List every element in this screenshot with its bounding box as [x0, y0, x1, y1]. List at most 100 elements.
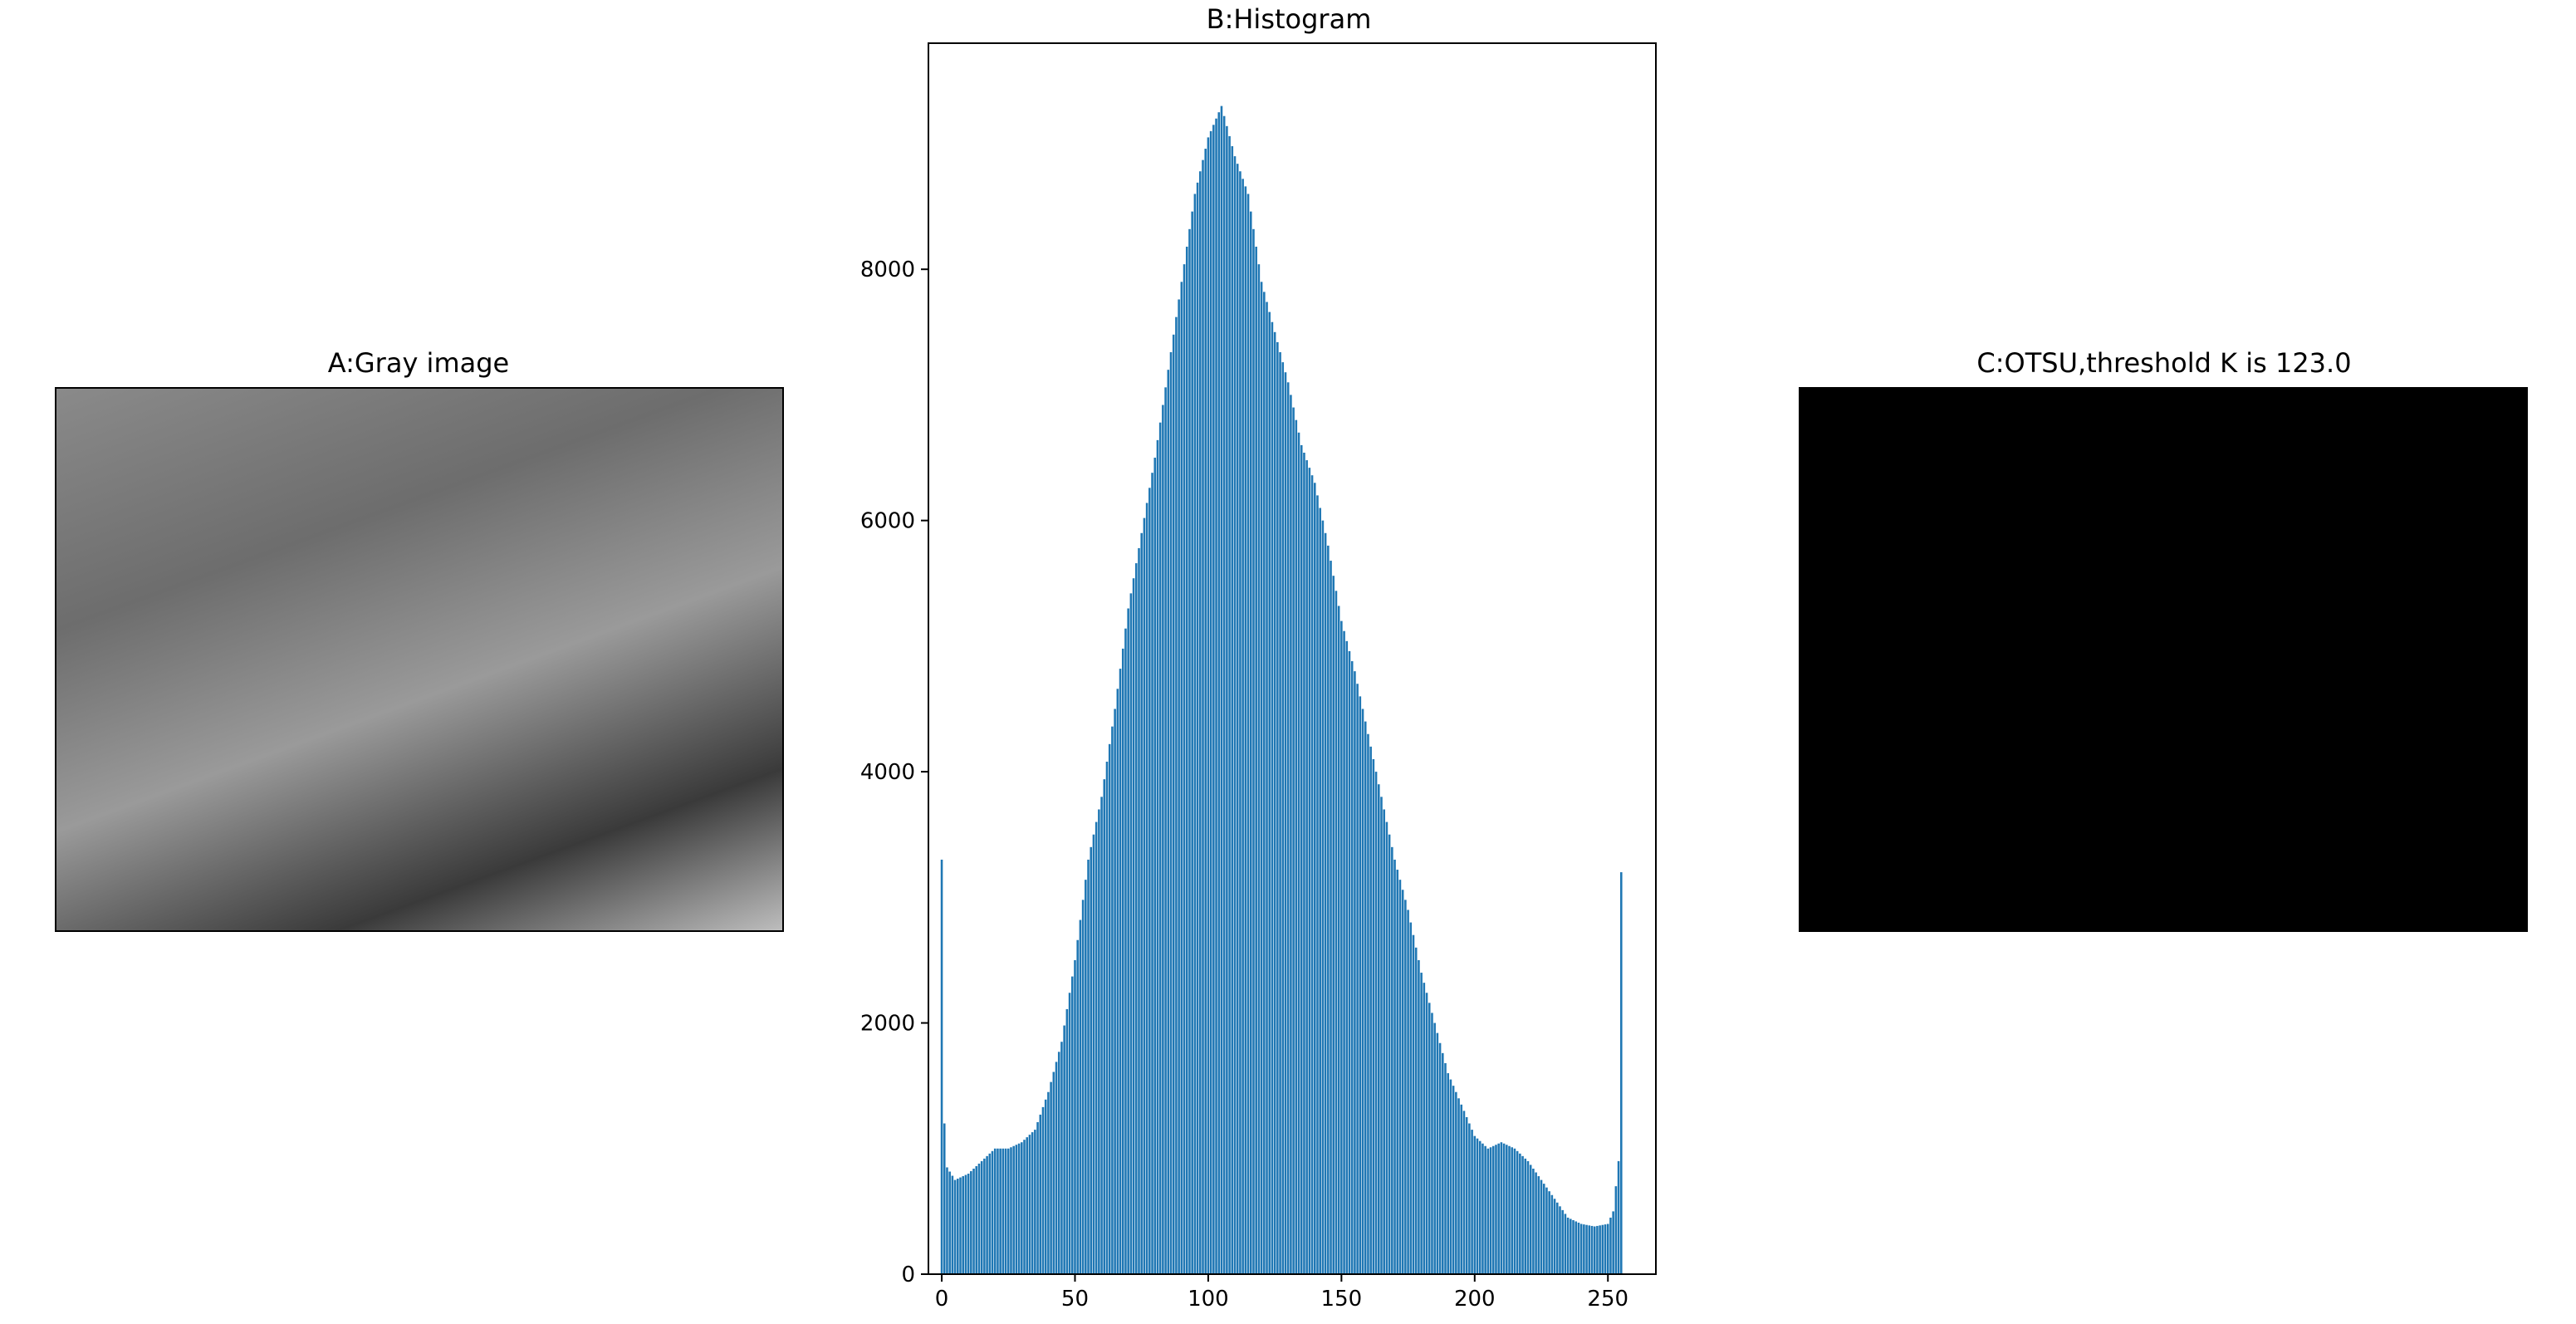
histogram-bar: [1508, 1145, 1511, 1274]
histogram-bar: [1172, 334, 1175, 1274]
histogram-bar: [1431, 1013, 1433, 1274]
histogram-bar: [1356, 684, 1359, 1274]
histogram-bar: [1052, 1071, 1055, 1274]
histogram-bar: [1308, 468, 1311, 1274]
histogram-bar: [1380, 797, 1383, 1274]
histogram-bar: [948, 1171, 951, 1274]
histogram-bar: [1228, 135, 1231, 1274]
histogram-bar: [1226, 125, 1228, 1275]
histogram-bar: [1212, 125, 1215, 1275]
y-tick-label: 0: [901, 1263, 915, 1287]
histogram-bar: [1433, 1022, 1436, 1274]
histogram-bar: [1378, 784, 1380, 1274]
histogram-bar: [1252, 228, 1255, 1274]
histogram-bar: [1220, 105, 1223, 1274]
histogram-bar: [1491, 1145, 1495, 1274]
histogram-bar: [1462, 1111, 1466, 1274]
panel-c-title: C:OTSU,threshold K is 123.0: [1976, 347, 2352, 379]
histogram-bar: [1348, 650, 1351, 1274]
histogram-bar: [1601, 1224, 1604, 1274]
histogram-bar: [1500, 1142, 1503, 1274]
histogram-bar: [967, 1174, 970, 1274]
histogram-bar: [1420, 973, 1423, 1274]
histogram-bar: [940, 859, 943, 1274]
histogram-bar: [1495, 1145, 1497, 1274]
histogram-bar: [1085, 880, 1087, 1274]
histogram-bar: [1111, 726, 1114, 1274]
histogram-bar: [1135, 563, 1138, 1274]
histogram-bar: [1447, 1073, 1449, 1274]
histogram-bar: [1596, 1225, 1599, 1274]
histogram-bar: [1398, 880, 1402, 1274]
histogram-bar: [1585, 1224, 1588, 1274]
histogram-bar: [1153, 458, 1157, 1274]
histogram-bar: [1281, 362, 1285, 1274]
histogram-bar: [1021, 1142, 1023, 1274]
histogram-bar: [1468, 1123, 1471, 1274]
histogram-bar: [1044, 1099, 1047, 1274]
histogram-bar: [1481, 1143, 1484, 1274]
y-tick-label: 8000: [860, 257, 915, 282]
histogram-bar: [1148, 488, 1151, 1274]
histogram-bar: [1065, 1008, 1069, 1274]
histogram-bar: [1452, 1086, 1455, 1274]
histogram-bar: [1537, 1176, 1540, 1274]
histogram-bar: [1169, 352, 1173, 1275]
histogram-bar: [1396, 870, 1399, 1274]
histogram-bar: [1034, 1130, 1036, 1274]
histogram-bar: [1185, 246, 1188, 1275]
histogram-bar: [1193, 194, 1197, 1275]
histogram-bar: [1286, 382, 1290, 1274]
histogram-bar: [1140, 532, 1143, 1274]
histogram-bar: [1199, 171, 1202, 1274]
histogram-bar: [1324, 532, 1327, 1274]
histogram-bar: [1023, 1140, 1026, 1274]
histogram-bar: [1332, 576, 1335, 1274]
histogram-bars: [940, 105, 1623, 1275]
x-tick-label: 200: [1454, 1287, 1496, 1312]
histogram-bar: [983, 1158, 986, 1274]
histogram-bar: [1047, 1091, 1050, 1274]
histogram-bar: [1231, 146, 1234, 1275]
histogram-bar: [1143, 517, 1146, 1274]
histogram-bar: [1279, 352, 1281, 1275]
histogram-bar: [1604, 1224, 1607, 1274]
histogram-bar: [1090, 846, 1093, 1274]
histogram-bar: [1566, 1217, 1570, 1274]
histogram-bar: [1345, 640, 1349, 1274]
histogram-bar: [1489, 1147, 1492, 1274]
histogram-bar: [986, 1155, 988, 1274]
histogram-bar: [1300, 444, 1303, 1274]
histogram-bar: [1414, 947, 1418, 1274]
histogram-bar: [980, 1160, 983, 1274]
histogram-bar: [1002, 1148, 1005, 1274]
histogram-bar: [1276, 341, 1279, 1274]
histogram-bar: [1297, 432, 1300, 1274]
histogram-bar: [1060, 1042, 1063, 1274]
histogram-bar: [1255, 246, 1257, 1275]
histogram-bar: [1590, 1225, 1594, 1274]
histogram-bar: [1105, 762, 1109, 1274]
histogram-bar: [975, 1165, 978, 1274]
histogram-bar: [1574, 1221, 1578, 1274]
histogram-bar: [1555, 1202, 1559, 1274]
histogram-bar: [1244, 186, 1247, 1275]
histogram-bar: [1188, 228, 1191, 1274]
histogram-bar: [1423, 983, 1426, 1274]
histogram-bar: [1335, 591, 1338, 1274]
histogram-bar: [1129, 593, 1133, 1274]
histogram-bar: [1449, 1079, 1452, 1274]
histogram-bar: [1207, 137, 1210, 1275]
histogram-bar: [1593, 1226, 1596, 1274]
histogram-bar: [1526, 1160, 1530, 1274]
histogram-bar: [1162, 405, 1164, 1275]
histogram-bar: [1257, 264, 1261, 1275]
histogram-bar: [1385, 821, 1388, 1274]
histogram-bar: [1425, 993, 1428, 1274]
histogram-bar: [959, 1177, 962, 1274]
histogram-bar: [1292, 407, 1295, 1274]
histogram-bar: [1305, 460, 1308, 1274]
histogram-bar: [1031, 1132, 1034, 1274]
histogram-bar: [1599, 1225, 1601, 1274]
